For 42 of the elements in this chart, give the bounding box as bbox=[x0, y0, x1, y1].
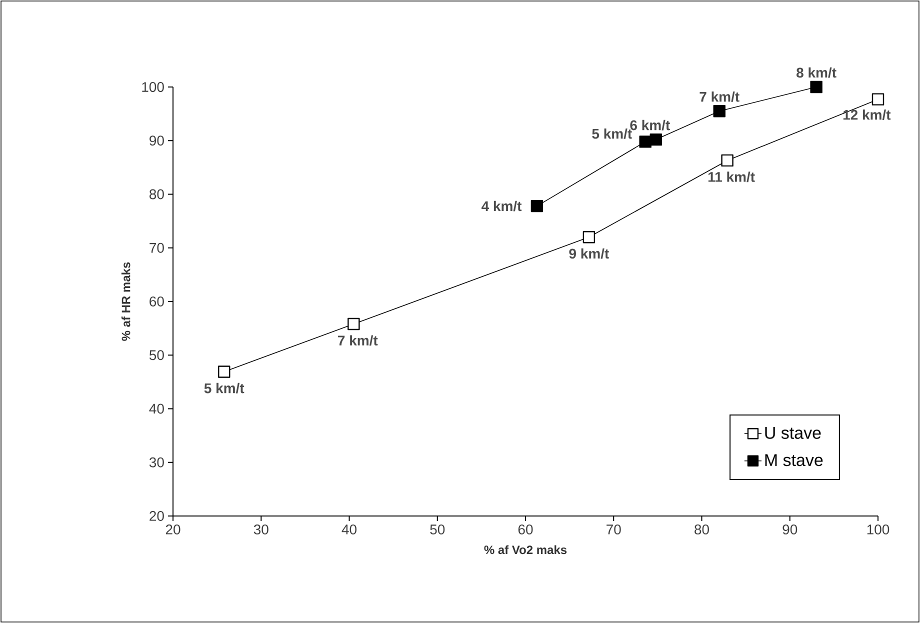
annotation: 4 km/t bbox=[482, 200, 522, 212]
annotation: 5 km/t bbox=[592, 128, 632, 139]
point bbox=[721, 154, 734, 167]
y-tick-label: 100 bbox=[142, 82, 164, 92]
point bbox=[582, 231, 596, 244]
y-tick-label: 40 bbox=[149, 404, 164, 414]
x-tick-label: 20 bbox=[166, 524, 180, 534]
point bbox=[348, 318, 360, 330]
annotation: 9 km/t bbox=[569, 248, 609, 259]
annotation: 7 km/t bbox=[338, 335, 378, 346]
y-tick-label: 80 bbox=[150, 189, 164, 200]
annotation: 7 km/t bbox=[700, 92, 740, 102]
x-tick-label: 70 bbox=[606, 524, 621, 534]
point bbox=[218, 366, 230, 378]
point bbox=[639, 136, 652, 148]
y-tick-label: 30 bbox=[149, 457, 164, 468]
point bbox=[810, 80, 822, 94]
annotation: 5 km/t bbox=[204, 382, 244, 394]
y-tick-label: 60 bbox=[150, 296, 164, 306]
annotation: 6 km/t bbox=[630, 120, 670, 130]
x-tick-label: 100 bbox=[867, 524, 890, 534]
x-tick-label: 50 bbox=[430, 524, 445, 534]
y-axis-title: % af HR maks bbox=[121, 262, 130, 341]
x-tick-label: 40 bbox=[342, 524, 356, 534]
annotation: 11 km/t bbox=[708, 172, 755, 182]
x-tick-label: 60 bbox=[518, 524, 533, 534]
point bbox=[872, 93, 884, 106]
legend-label: U stave bbox=[765, 427, 821, 439]
y-tick-label: 70 bbox=[150, 242, 164, 253]
annotation: 12 km/t bbox=[843, 110, 891, 120]
y-tick-label: 50 bbox=[149, 350, 164, 360]
point bbox=[713, 105, 726, 118]
point bbox=[530, 200, 544, 212]
x-tick-label: 90 bbox=[782, 524, 798, 534]
y-tick-label: 20 bbox=[150, 511, 164, 521]
point bbox=[650, 133, 662, 146]
annotation: 8 km/t bbox=[796, 67, 836, 78]
x-axis-title: % af Vo2 maks bbox=[484, 545, 567, 554]
x-tick-label: 80 bbox=[694, 524, 709, 534]
x-tick-label: 30 bbox=[254, 524, 268, 534]
y-tick-label: 90 bbox=[150, 136, 164, 146]
legend-label: M stave bbox=[765, 454, 823, 466]
